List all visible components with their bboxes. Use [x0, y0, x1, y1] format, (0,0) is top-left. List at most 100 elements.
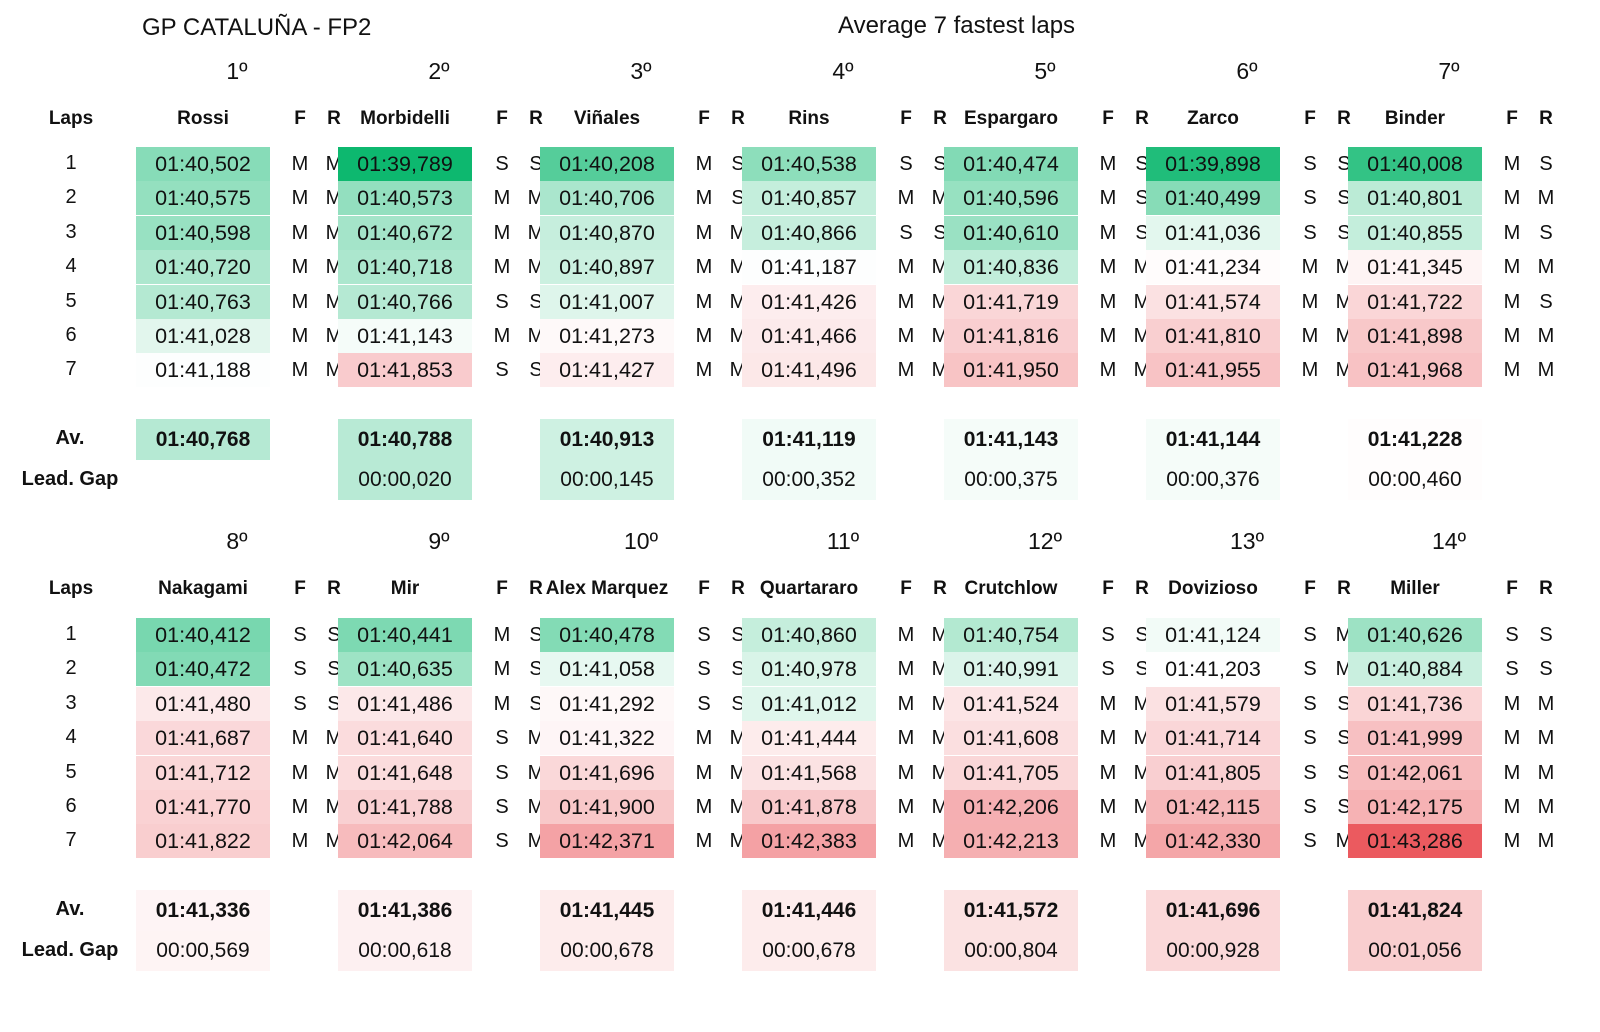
lap-time-cell: 01:39,789	[338, 147, 472, 181]
lead-gap-cell: 00:00,375	[944, 460, 1078, 500]
lap-time-cell: 01:40,855	[1348, 216, 1482, 250]
front-tyre-compound: M	[1099, 325, 1117, 347]
front-tyre-compound: M	[1099, 727, 1117, 749]
lap-time-cell: 01:41,273	[540, 319, 674, 353]
rear-tyre-compound: S	[731, 658, 745, 680]
front-tyre-compound: M	[493, 624, 511, 646]
lap-time-cell: 01:40,766	[338, 285, 472, 319]
rider-position: 13º	[1230, 528, 1264, 554]
rear-tyre-compound: S	[1337, 222, 1351, 244]
lap-time-cell: 01:41,188	[136, 353, 270, 387]
lap-time-cell: 01:41,012	[742, 687, 876, 721]
rear-tyre-header: R	[1539, 108, 1553, 129]
lap-time-cell: 01:41,466	[742, 319, 876, 353]
lead-gap-cell: 00:00,460	[1348, 460, 1482, 500]
lap-time-cell: 01:40,870	[540, 216, 674, 250]
lap-number: 6	[65, 795, 77, 817]
lap-time-cell: 01:40,884	[1348, 652, 1482, 686]
rear-tyre-compound: S	[1135, 187, 1149, 209]
front-tyre-header: F	[900, 578, 912, 599]
front-tyre-compound: M	[291, 796, 309, 818]
rear-tyre-compound: M	[1537, 359, 1555, 381]
lap-time-cell: 01:39,898	[1146, 147, 1280, 181]
lap-number: 6	[65, 324, 77, 346]
lap-number: 5	[65, 290, 77, 312]
rider-name: Viñales	[573, 108, 641, 129]
rider-name: Espargaro	[964, 108, 1058, 129]
front-tyre-header: F	[698, 578, 710, 599]
lap-number: 7	[65, 358, 77, 380]
lap-time-cell: 01:41,853	[338, 353, 472, 387]
rider-position: 6º	[1236, 58, 1258, 84]
rear-tyre-compound: S	[731, 624, 745, 646]
lap-time-cell: 01:41,696	[540, 756, 674, 790]
front-tyre-compound: S	[495, 727, 509, 749]
rear-tyre-compound: S	[933, 153, 947, 175]
front-tyre-compound: M	[291, 727, 309, 749]
lap-time-cell: 01:41,203	[1146, 652, 1280, 686]
lead-gap-label: Lead. Gap	[21, 939, 119, 961]
lap-number: 2	[65, 186, 77, 208]
front-tyre-compound: S	[697, 624, 711, 646]
rider-position: 2º	[428, 58, 450, 84]
front-tyre-compound: S	[1303, 153, 1317, 175]
front-tyre-compound: S	[495, 830, 509, 852]
lap-time-cell: 01:40,472	[136, 652, 270, 686]
front-tyre-compound: M	[897, 658, 915, 680]
front-tyre-compound: M	[695, 256, 713, 278]
front-tyre-compound: M	[1099, 693, 1117, 715]
lap-time-cell: 01:42,383	[742, 824, 876, 858]
lap-time-cell: 01:41,736	[1348, 687, 1482, 721]
lap-time-cell: 01:41,444	[742, 721, 876, 755]
front-tyre-compound: M	[1301, 256, 1319, 278]
lap-number: 4	[65, 255, 77, 277]
front-tyre-compound: M	[291, 222, 309, 244]
front-tyre-compound: M	[897, 325, 915, 347]
front-tyre-compound: M	[493, 222, 511, 244]
front-tyre-compound: M	[897, 762, 915, 784]
rider-position: 1º	[226, 58, 248, 84]
lap-time-cell: 01:40,626	[1348, 618, 1482, 652]
lap-time-cell: 01:42,371	[540, 824, 674, 858]
average-label: Av.	[55, 898, 85, 920]
lap-time-cell: 01:41,822	[136, 824, 270, 858]
rear-tyre-compound: S	[1539, 222, 1553, 244]
lap-time-cell: 01:40,412	[136, 618, 270, 652]
rider-position: 7º	[1438, 58, 1460, 84]
average-time-cell: 01:41,119	[742, 419, 876, 460]
lap-time-cell: 01:41,955	[1146, 353, 1280, 387]
lap-time-cell: 01:41,496	[742, 353, 876, 387]
rider-name: Morbidelli	[360, 108, 450, 129]
rider-name: Nakagami	[158, 578, 248, 599]
lead-gap-label: Lead. Gap	[21, 468, 119, 490]
rear-tyre-compound: M	[1537, 727, 1555, 749]
front-tyre-compound: M	[897, 359, 915, 381]
rider-name: Crutchlow	[964, 578, 1058, 599]
rider-name: Rins	[788, 108, 830, 129]
lap-time-cell: 01:40,801	[1348, 181, 1482, 215]
lap-time-cell: 01:40,978	[742, 652, 876, 686]
lap-time-cell: 01:41,187	[742, 250, 876, 284]
front-tyre-compound: M	[695, 762, 713, 784]
rider-name: Quartararo	[759, 578, 859, 599]
front-tyre-compound: M	[695, 727, 713, 749]
rear-tyre-compound: S	[529, 658, 543, 680]
front-tyre-compound: S	[495, 762, 509, 784]
rear-tyre-header: R	[529, 108, 543, 129]
lap-number: 3	[65, 221, 77, 243]
front-tyre-compound: M	[1503, 796, 1521, 818]
rear-tyre-compound: S	[529, 624, 543, 646]
rider-name: Miller	[1390, 578, 1440, 599]
rear-tyre-header: R	[1337, 108, 1351, 129]
lead-gap-cell: 00:00,569	[136, 931, 270, 971]
lap-time-cell: 01:40,763	[136, 285, 270, 319]
lead-gap-cell: 00:00,678	[540, 931, 674, 971]
lap-time-cell: 01:41,426	[742, 285, 876, 319]
front-tyre-compound: M	[897, 796, 915, 818]
rider-position: 8º	[226, 528, 248, 554]
front-tyre-compound: S	[1303, 658, 1317, 680]
rider-position: 3º	[630, 58, 652, 84]
lap-time-cell: 01:41,143	[338, 319, 472, 353]
front-tyre-compound: S	[697, 658, 711, 680]
rider-name: Dovizioso	[1168, 578, 1258, 599]
